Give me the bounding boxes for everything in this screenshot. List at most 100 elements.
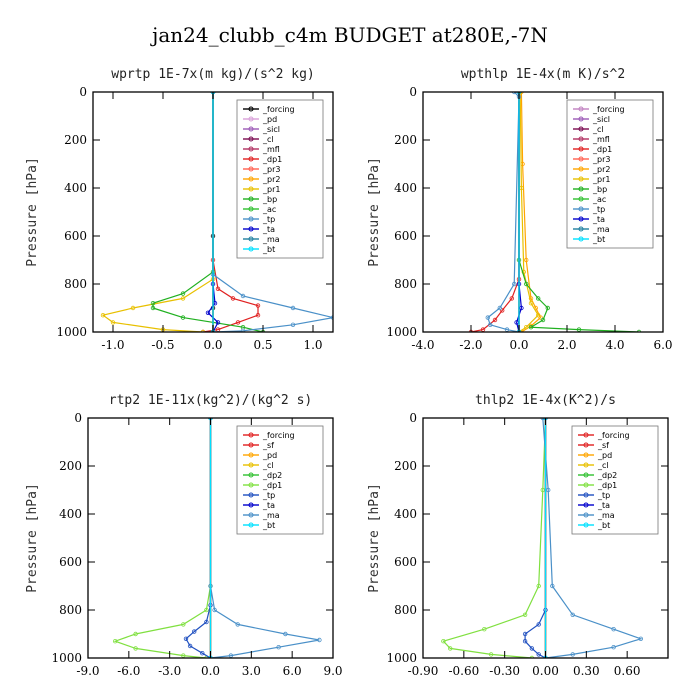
legend-marker xyxy=(248,106,254,112)
legend-entry: _dp2 xyxy=(597,471,617,480)
legend-marker xyxy=(248,452,254,458)
data-point xyxy=(538,315,543,320)
legend-box xyxy=(566,99,654,249)
data-point xyxy=(204,619,209,625)
legend-entry: _tp xyxy=(262,491,275,500)
legend-marker xyxy=(248,126,254,132)
legend-marker xyxy=(578,196,584,202)
series-line-pr1 xyxy=(101,92,214,332)
y-tick-label: 1000 xyxy=(386,325,417,339)
y-tick-label: 600 xyxy=(64,229,87,243)
legend-entry: _pr2 xyxy=(592,165,610,174)
data-point xyxy=(528,301,534,306)
series-group xyxy=(441,418,643,658)
data-point xyxy=(512,281,517,287)
data-point xyxy=(500,308,505,313)
series-line-tp xyxy=(185,418,212,658)
y-axis-label: Pressure [hPa] xyxy=(367,157,382,267)
legend-entry: _sicl xyxy=(592,115,610,124)
figure-title: jan24_clubb_c4m BUDGET at280E,-7N xyxy=(150,23,548,47)
legend-marker xyxy=(583,512,589,518)
data-point xyxy=(550,583,555,589)
y-tick-label: 200 xyxy=(394,133,417,147)
data-point xyxy=(519,185,524,191)
legend-marker xyxy=(248,462,254,468)
data-point xyxy=(522,612,528,617)
legend-marker xyxy=(248,502,254,508)
chart-panel-1: wprtp 1E-7x(m kg)/(s^2 kg) Pressure [hPa]… xyxy=(25,67,334,352)
legend-marker xyxy=(248,472,254,478)
y-axis-label: Pressure [hPa] xyxy=(367,483,382,593)
panel-title: wprtp 1E-7x(m kg)/(s^2 kg) xyxy=(111,67,315,82)
legend-marker xyxy=(578,226,584,232)
data-point xyxy=(180,291,186,296)
x-tick-label: 0.60 xyxy=(614,664,641,678)
series-line-ma xyxy=(209,418,320,658)
y-axis-label: Pressure [hPa] xyxy=(25,483,40,593)
data-point xyxy=(240,293,246,299)
data-point xyxy=(540,317,546,323)
x-tick-label: -0.5 xyxy=(151,338,174,352)
legend-entry: _pr3 xyxy=(262,165,280,174)
legend-box xyxy=(571,425,659,535)
data-point xyxy=(536,296,541,301)
legend: _forcing_sicl_cl_mfl_dp1_pr3_pr2_pr1_bp_… xyxy=(566,99,654,249)
x-tick-label: 2.0 xyxy=(557,338,576,352)
legend-entry: _ma xyxy=(592,225,610,234)
legend-marker xyxy=(583,502,589,508)
legend-entry: _bt xyxy=(597,521,610,530)
legend-marker xyxy=(248,146,254,152)
legend: _forcing_sf_pd_cl_dp2_dp1_tp_ta_ma_bt xyxy=(571,425,659,535)
y-tick-label: 1000 xyxy=(56,325,87,339)
series-line-dp1 xyxy=(470,92,520,332)
legend-marker xyxy=(248,116,254,122)
legend-marker xyxy=(248,136,254,142)
data-point xyxy=(570,612,575,617)
legend-marker xyxy=(578,136,584,142)
legend-marker xyxy=(583,472,589,478)
data-point xyxy=(488,652,494,657)
legend-marker xyxy=(248,512,254,518)
data-point xyxy=(514,320,519,325)
legend-entry: _dp1 xyxy=(262,155,282,164)
legend-marker xyxy=(248,216,254,222)
legend-entry: _sf xyxy=(262,441,274,450)
data-point xyxy=(235,320,241,325)
y-tick-label: 0 xyxy=(79,85,87,99)
legend-entry: _dp1 xyxy=(597,481,617,490)
series-group xyxy=(112,418,322,658)
legend-entry: _dp2 xyxy=(262,471,282,480)
legend-entry: _pd xyxy=(262,451,277,460)
x-tick-label: -2.0 xyxy=(459,338,482,352)
data-point xyxy=(546,487,551,493)
x-tick-label: 0.00 xyxy=(532,664,559,678)
y-tick-label: 800 xyxy=(64,277,87,291)
x-tick-label: 1.0 xyxy=(303,338,322,352)
series-line-pr2 xyxy=(520,92,542,332)
data-point xyxy=(482,627,487,632)
legend-entry: _bt xyxy=(262,521,275,530)
legend-marker xyxy=(248,156,254,162)
legend-entry: _ma xyxy=(597,511,615,520)
legend-entry: _dp1 xyxy=(592,145,612,154)
chart-panel-2: wpthlp 1E-4x(m K)/s^2 Pressure [hPa] -4.0 -… xyxy=(367,67,673,352)
legend-marker xyxy=(583,522,589,528)
legend-entry: _pd xyxy=(597,451,612,460)
x-tick-label: -0.90 xyxy=(408,664,439,678)
legend-entry: _forcing xyxy=(262,105,295,114)
series-line-tp xyxy=(487,92,520,332)
data-point xyxy=(536,652,541,657)
data-point xyxy=(133,631,138,637)
x-tick-label: 0.0 xyxy=(203,338,222,352)
data-point xyxy=(255,303,261,308)
legend-marker xyxy=(578,126,584,132)
legend-marker xyxy=(248,186,254,192)
legend-entry: _dp1 xyxy=(262,481,282,490)
legend-marker xyxy=(248,522,254,528)
panel-title: wpthlp 1E-4x(m K)/s^2 xyxy=(461,67,625,82)
data-point xyxy=(545,305,550,311)
legend-marker xyxy=(578,216,584,222)
legend-marker xyxy=(248,442,254,448)
data-point xyxy=(522,639,528,644)
y-tick-label: 200 xyxy=(59,459,82,473)
